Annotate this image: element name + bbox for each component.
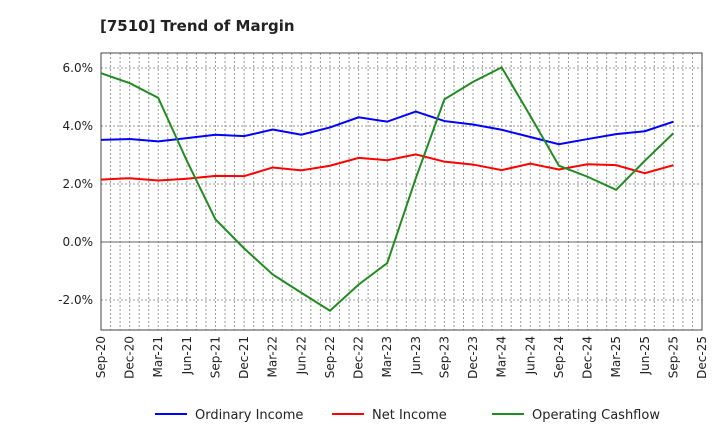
x-tick-label: Sep-24 <box>552 336 566 378</box>
x-tick-label: Dec-20 <box>123 336 137 379</box>
y-tick-label: 0.0% <box>63 235 94 249</box>
x-tick-label: Sep-20 <box>94 336 108 378</box>
x-tick-label: Mar-24 <box>495 336 509 377</box>
series-line-net-income <box>100 153 674 182</box>
x-tick-label: Dec-21 <box>237 336 251 379</box>
y-tick-label: -2.0% <box>58 293 93 307</box>
x-tick-label: Mar-22 <box>266 336 280 377</box>
series-line-operating-cashflow <box>100 66 675 312</box>
legend-label: Net Income <box>372 408 447 423</box>
x-tick-label: Sep-23 <box>437 336 451 378</box>
x-tick-label: Dec-24 <box>581 336 595 379</box>
series-line-ordinary-income <box>100 110 674 146</box>
x-tick-label: Jun-24 <box>523 336 537 375</box>
y-tick-label: 6.0% <box>63 61 94 75</box>
chart-title: [7510] Trend of Margin <box>100 17 295 35</box>
x-tick-label: Dec-22 <box>352 336 366 379</box>
x-tick-label: Dec-23 <box>466 336 480 379</box>
x-tick-label: Jun-23 <box>409 336 423 375</box>
legend-label: Operating Cashflow <box>532 408 660 423</box>
x-tick-label: Jun-21 <box>180 336 194 375</box>
x-tick-label: Mar-25 <box>609 336 623 377</box>
legend-label: Ordinary Income <box>195 408 303 423</box>
y-tick-label: 4.0% <box>63 119 94 133</box>
y-tick-label: 2.0% <box>63 177 94 191</box>
x-tick-label: Jun-22 <box>294 336 308 375</box>
plot-frame <box>100 52 703 331</box>
x-tick-label: Dec-25 <box>695 336 709 379</box>
x-tick-label: Sep-25 <box>666 336 680 378</box>
x-tick-label: Mar-21 <box>151 336 165 377</box>
x-tick-label: Sep-22 <box>323 336 337 378</box>
x-tick-label: Mar-23 <box>380 336 394 377</box>
x-tick-label: Jun-25 <box>638 336 652 375</box>
x-tick-label: Sep-21 <box>208 336 222 378</box>
